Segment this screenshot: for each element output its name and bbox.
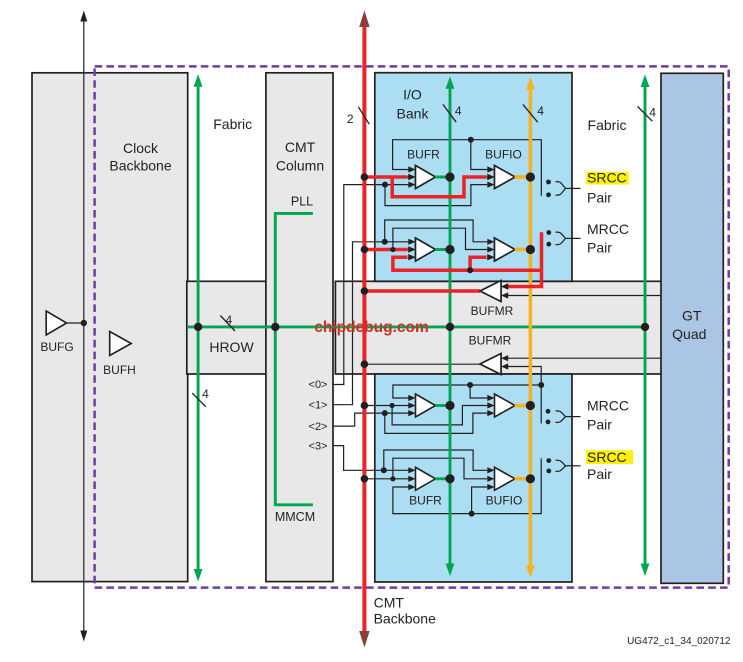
svg-text:CMT: CMT <box>374 594 405 610</box>
svg-text:UG472_c1_34_020712: UG472_c1_34_020712 <box>627 636 731 647</box>
svg-text:GT: GT <box>682 308 702 324</box>
svg-text:SRCC: SRCC <box>587 170 627 186</box>
svg-text:BUFIO: BUFIO <box>486 494 523 508</box>
svg-text:BUFG: BUFG <box>40 340 73 354</box>
svg-text:MRCC: MRCC <box>587 221 629 237</box>
svg-text:Backbone: Backbone <box>374 611 436 627</box>
svg-text:BUFMR: BUFMR <box>469 334 512 348</box>
svg-text:chipdebug.com: chipdebug.com <box>314 319 429 336</box>
svg-text:Quad: Quad <box>672 326 706 342</box>
svg-text:BUFH: BUFH <box>103 363 136 377</box>
svg-text:HROW: HROW <box>209 339 254 355</box>
svg-text:<0>: <0> <box>309 379 328 391</box>
svg-text:BUFIO: BUFIO <box>485 148 522 162</box>
svg-text:Clock: Clock <box>123 140 159 156</box>
svg-text:BUFR: BUFR <box>407 148 440 162</box>
svg-text:4: 4 <box>537 104 544 118</box>
svg-text:MRCC: MRCC <box>587 398 629 414</box>
svg-text:Bank: Bank <box>397 106 430 122</box>
svg-text:Pair: Pair <box>587 240 612 256</box>
svg-text:2: 2 <box>347 112 354 126</box>
svg-text:SRCC: SRCC <box>587 449 627 465</box>
svg-text:Backbone: Backbone <box>109 157 171 173</box>
svg-text:4: 4 <box>455 104 462 118</box>
svg-text:MMCM: MMCM <box>275 510 315 524</box>
svg-text:I/O: I/O <box>403 87 422 103</box>
svg-text:PLL: PLL <box>291 194 313 208</box>
svg-text:BUFMR: BUFMR <box>471 304 514 318</box>
svg-text:CMT: CMT <box>285 139 316 155</box>
svg-text:Fabric: Fabric <box>213 116 252 132</box>
svg-text:Fabric: Fabric <box>588 117 627 133</box>
svg-text:<3>: <3> <box>309 440 328 452</box>
svg-text:4: 4 <box>202 387 209 401</box>
svg-text:4: 4 <box>649 106 656 120</box>
svg-text:Pair: Pair <box>587 416 612 432</box>
svg-text:4: 4 <box>225 313 232 327</box>
svg-text:<2>: <2> <box>309 421 328 433</box>
svg-text:Pair: Pair <box>587 466 612 482</box>
svg-text:Pair: Pair <box>587 190 612 206</box>
svg-text:Column: Column <box>276 158 324 174</box>
svg-text:BUFR: BUFR <box>409 494 442 508</box>
svg-text:<1>: <1> <box>309 399 328 411</box>
